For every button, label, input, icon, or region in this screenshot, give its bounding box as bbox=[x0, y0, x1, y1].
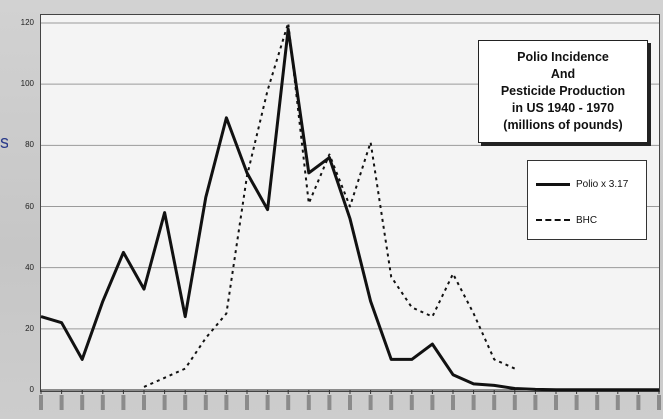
x-tick-label-smudge bbox=[595, 395, 600, 410]
y-tick-label: 40 bbox=[25, 262, 34, 272]
x-tick-label-smudge bbox=[121, 395, 126, 410]
title-line-1: Polio Incidence bbox=[517, 50, 609, 64]
title-line-3: Pesticide Production bbox=[500, 84, 626, 98]
chart-title-box: Polio Incidence And Pesticide Production… bbox=[478, 40, 648, 143]
y-tick-label: 20 bbox=[25, 323, 34, 333]
cropped-text-fragment: s bbox=[0, 133, 8, 151]
x-tick-label-smudge bbox=[430, 395, 435, 410]
y-tick-label: 0 bbox=[29, 385, 34, 394]
series-line-bhc bbox=[143, 22, 516, 388]
x-tick-label-smudge bbox=[162, 395, 167, 410]
x-tick-label-smudge bbox=[306, 395, 311, 410]
x-tick-label-smudge bbox=[368, 395, 373, 410]
legend-item-bhc: BHC bbox=[536, 213, 597, 227]
x-tick-label-smudge bbox=[39, 395, 43, 410]
x-tick-label-smudge bbox=[574, 395, 579, 410]
y-tick-label: 60 bbox=[25, 201, 34, 211]
x-tick-label-smudge bbox=[327, 395, 332, 410]
x-tick-label-smudge bbox=[389, 395, 394, 410]
x-tick-label-smudge bbox=[554, 395, 558, 410]
x-tick-label-smudge bbox=[80, 395, 85, 410]
x-tick-label-smudge bbox=[142, 395, 146, 410]
legend-item-polio: Polio x 3.17 bbox=[536, 177, 628, 191]
x-tick-label-smudge bbox=[59, 395, 64, 410]
legend-swatch-bhc bbox=[536, 219, 570, 221]
x-tick-label-smudge bbox=[471, 395, 476, 410]
x-tick-label-smudge bbox=[245, 395, 249, 410]
series-line-polio bbox=[40, 27, 659, 392]
x-tick-label-smudge bbox=[533, 395, 538, 410]
legend: Polio x 3.17 BHC bbox=[527, 160, 647, 240]
title-line-5: (millions of pounds) bbox=[503, 118, 623, 132]
x-tick-label-smudge bbox=[286, 395, 291, 410]
y-tick-label: 120 bbox=[20, 18, 34, 27]
x-tick-label-smudge bbox=[657, 395, 661, 410]
x-tick-label-smudge bbox=[183, 395, 188, 410]
legend-label-polio: Polio x 3.17 bbox=[576, 178, 629, 190]
x-tick-label-smudge bbox=[409, 395, 414, 410]
x-tick-label-smudge bbox=[636, 395, 641, 410]
x-tick-label-smudge bbox=[615, 395, 620, 410]
legend-swatch-polio bbox=[536, 182, 570, 186]
title-line-2: And bbox=[550, 67, 576, 81]
x-tick-label-smudge bbox=[451, 395, 455, 410]
y-tick-label: 100 bbox=[20, 79, 34, 89]
x-tick-label-smudge bbox=[100, 395, 105, 410]
y-tick-label: 80 bbox=[25, 140, 34, 150]
x-tick-label-smudge bbox=[265, 395, 270, 410]
title-line-4: in US 1940 - 1970 bbox=[511, 101, 615, 115]
x-tick-label-smudge bbox=[492, 395, 497, 410]
legend-label-bhc: BHC bbox=[576, 214, 598, 226]
x-tick-label-smudge bbox=[348, 395, 352, 410]
x-tick-label-smudge bbox=[224, 395, 229, 410]
x-tick-label-smudge bbox=[203, 395, 208, 410]
x-tick-label-smudge bbox=[512, 395, 517, 410]
